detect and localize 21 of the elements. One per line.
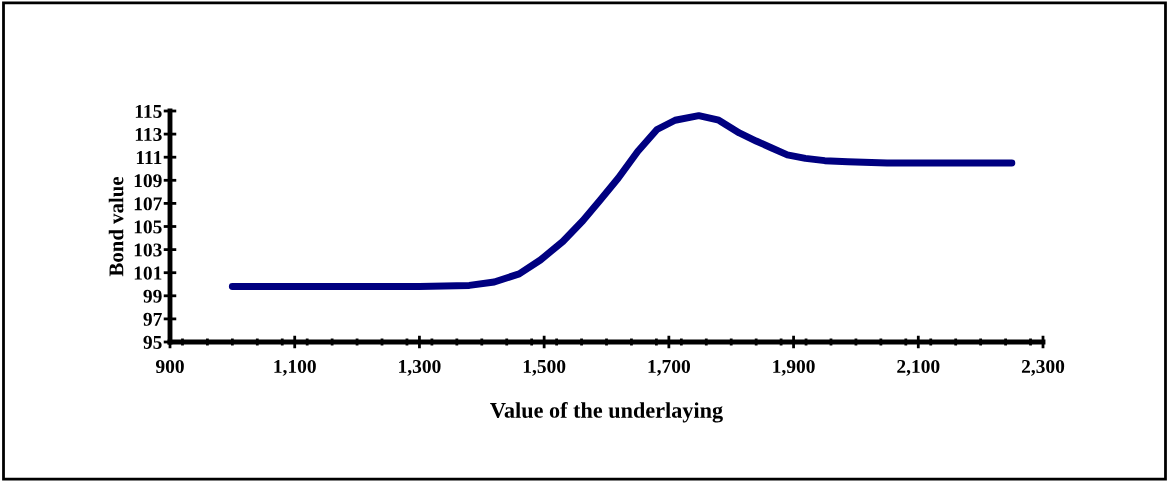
- x-axis-title: Value of the underlaying: [490, 401, 723, 423]
- y-tick-label: 103: [134, 243, 162, 257]
- y-tick-label: 109: [134, 174, 162, 188]
- y-tick-label: 111: [136, 151, 162, 164]
- x-tick-label: 1,100: [274, 359, 316, 376]
- y-tick-label: 95: [143, 335, 162, 349]
- x-tick-label: 2,300: [1021, 359, 1065, 376]
- x-tick-label: 1,900: [773, 359, 815, 376]
- y-tick-label: 99: [143, 289, 162, 303]
- y-tick-label: 97: [143, 312, 162, 326]
- y-tick-label: 101: [134, 266, 162, 280]
- y-tick-label: 107: [134, 197, 162, 211]
- x-tick-label: 1,500: [523, 359, 566, 376]
- x-tick-label: 1,700: [648, 359, 690, 376]
- x-tick-label: 2,100: [897, 359, 940, 376]
- y-tick-label: 113: [135, 127, 162, 142]
- y-tick-label: 115: [135, 104, 162, 118]
- y-axis-title: Bond value: [108, 176, 124, 277]
- x-tick-label: 900: [155, 359, 184, 374]
- y-tick-label: 105: [134, 220, 162, 234]
- x-tick-label: 1,300: [399, 359, 441, 376]
